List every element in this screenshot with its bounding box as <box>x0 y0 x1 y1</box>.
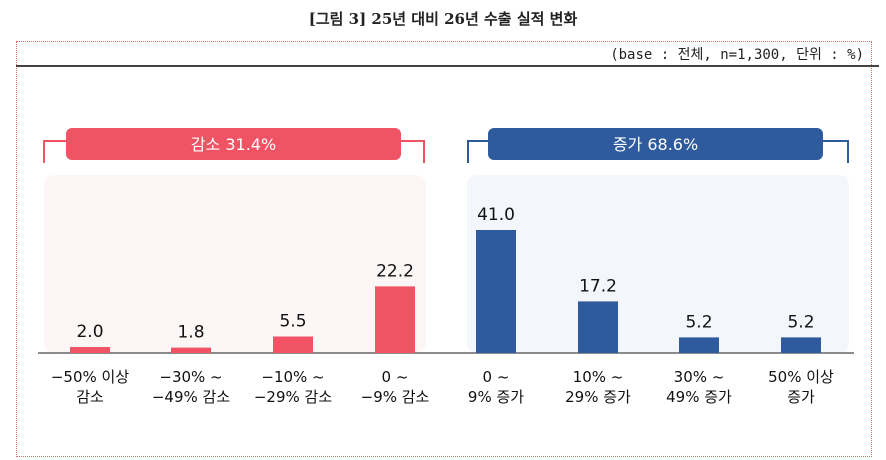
bar-7 <box>679 337 719 353</box>
value-label-7: 5.2 <box>685 312 712 332</box>
chart-frame <box>16 41 872 457</box>
category-label-5-line-1: 0 ~ <box>483 368 510 386</box>
value-label-4: 22.2 <box>376 261 414 281</box>
decrease-group-panel <box>44 175 426 353</box>
category-label-7-line-2: 49% 증가 <box>666 388 732 406</box>
bar-5 <box>476 230 516 353</box>
increase-group-pill <box>488 128 823 160</box>
category-label-3-line-1: −10% ~ <box>261 368 324 386</box>
bar-3 <box>273 336 313 353</box>
category-label-7-line-1: 30% ~ <box>674 368 725 386</box>
category-label-3-line-2: −29% 감소 <box>254 388 332 406</box>
bar-2 <box>171 347 211 353</box>
value-label-2: 1.8 <box>177 323 204 343</box>
value-label-1: 2.0 <box>76 322 103 342</box>
category-label-8-line-1: 50% 이상 <box>768 368 834 386</box>
category-label-6-line-1: 10% ~ <box>573 368 624 386</box>
increase-group-label: 증가 68.6% <box>613 135 698 154</box>
decrease-group-label: 감소 31.4% <box>191 135 276 154</box>
category-label-6-line-2: 29% 증가 <box>565 388 631 406</box>
value-label-5: 41.0 <box>477 205 515 225</box>
value-label-3: 5.5 <box>279 312 306 332</box>
category-label-2-line-1: −30% ~ <box>159 368 222 386</box>
value-label-6: 17.2 <box>579 276 617 296</box>
chart-title: [그림 3] 25년 대비 26년 수출 실적 변화 <box>308 10 578 28</box>
bar-6 <box>578 301 618 353</box>
category-label-1-line-2: 감소 <box>76 388 104 406</box>
category-label-1-line-1: −50% 이상 <box>51 368 129 386</box>
category-label-2-line-2: −49% 감소 <box>152 388 230 406</box>
category-label-4-line-2: −9% 감소 <box>361 388 430 406</box>
bar-8 <box>781 337 821 353</box>
category-label-5-line-2: 9% 증가 <box>468 388 524 406</box>
bar-1 <box>70 347 110 353</box>
category-label-4-line-1: 0 ~ <box>382 368 409 386</box>
bar-4 <box>375 286 415 353</box>
decrease-group-pill <box>66 128 401 160</box>
category-label-8-line-2: 증가 <box>787 388 815 406</box>
header-rule <box>16 65 879 67</box>
increase-group-panel <box>467 175 849 353</box>
base-note: (base : 전체, n=1,300, 단위 : %) <box>610 47 864 63</box>
value-label-8: 5.2 <box>787 312 814 332</box>
